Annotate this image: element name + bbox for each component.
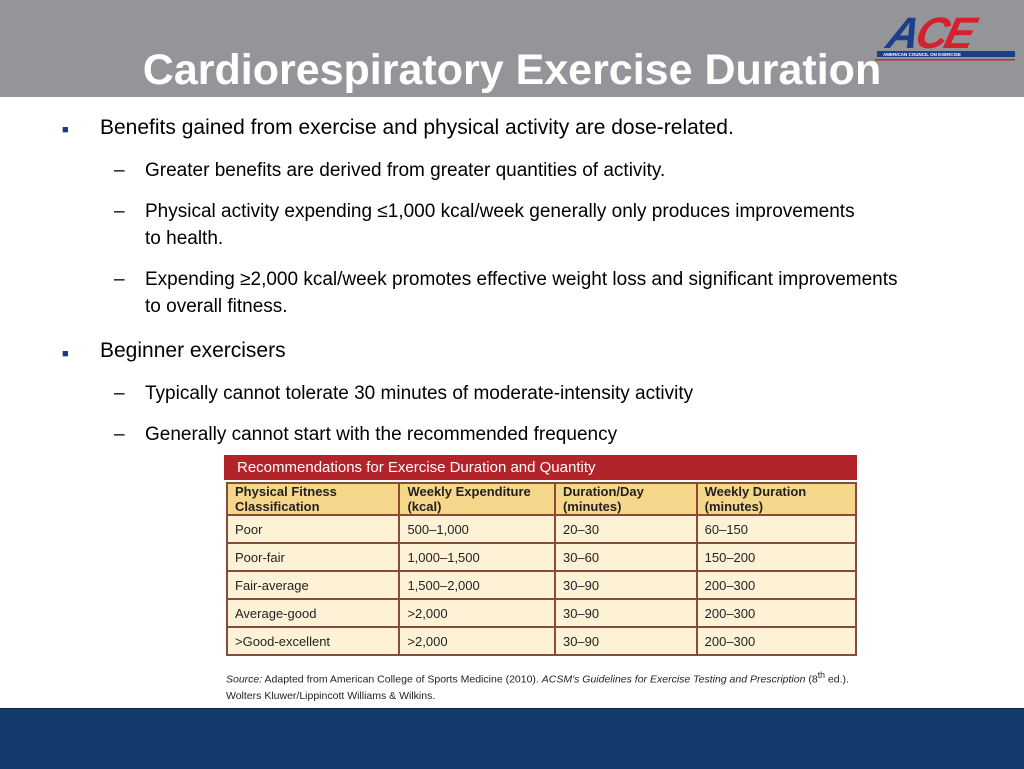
table-row: Poor-fair 1,000–1,500 30–60 150–200 (225, 542, 858, 572)
table-cell: Poor (225, 514, 401, 544)
table-cell: 200–300 (695, 598, 858, 628)
bullet-2-text: Beginner exercisers (100, 339, 286, 362)
bullet-1-sub-3: Expending ≥2,000 kcal/week promotes effe… (145, 269, 898, 317)
table-header-cell: Weekly Duration (minutes) (695, 482, 858, 516)
table-cell: 20–30 (553, 514, 698, 544)
bullet-1-sub-1: Greater benefits are derived from greate… (145, 160, 666, 181)
dash-marker: – (114, 383, 125, 404)
table-cell: >2,000 (398, 626, 556, 656)
table-cell: >Good-excellent (225, 626, 401, 656)
table-cell: Poor-fair (225, 542, 401, 572)
table-cell: 30–90 (553, 598, 698, 628)
bullet-1-text: Benefits gained from exercise and physic… (100, 116, 734, 139)
table-title-text: Recommendations for Exercise Duration an… (237, 459, 596, 476)
table-cell: 200–300 (695, 626, 858, 656)
table-header-cell: Physical Fitness Classification (225, 482, 401, 516)
source-rest: ed.). Wolters Kluwer/Lippincott Williams… (226, 673, 849, 702)
dash-marker: – (114, 269, 125, 290)
table-header-cell: Weekly Expenditure (kcal) (398, 482, 556, 516)
bullet-2-sub-2: Generally cannot start with the recommen… (145, 424, 618, 445)
dash-marker: – (114, 160, 125, 181)
bullet-marker: ■ (62, 124, 69, 136)
table-cell: 30–90 (553, 570, 698, 600)
recommendations-table: Physical Fitness Classification Weekly E… (225, 482, 858, 656)
table-cell: 30–60 (553, 542, 698, 572)
table-title: Recommendations for Exercise Duration an… (224, 455, 857, 480)
table-cell: >2,000 (398, 598, 556, 628)
bullet-2-sub-1: Typically cannot tolerate 30 minutes of … (145, 383, 694, 404)
source-label: Source: (226, 673, 263, 686)
table-cell: 200–300 (695, 570, 858, 600)
table-cell: 60–150 (695, 514, 858, 544)
ace-logo: ACE AMERICAN COUNCIL ON EXERCISE (875, 10, 1015, 61)
table-cell: 500–1,000 (398, 514, 556, 544)
source-book: ACSM's Guidelines for Exercise Testing a… (541, 673, 806, 686)
table-row: >Good-excellent >2,000 30–90 200–300 (225, 626, 858, 656)
table-cell: Average-good (225, 598, 401, 628)
source-edition-sup: th (817, 670, 825, 680)
table-cell: 30–90 (553, 626, 698, 656)
table-header-cell: Duration/Day (minutes) (553, 482, 698, 516)
table-cell: 150–200 (695, 542, 858, 572)
bullet-1-sub-2: Physical activity expending ≤1,000 kcal/… (145, 201, 855, 249)
dash-marker: – (114, 201, 125, 222)
table-header-row: Physical Fitness Classification Weekly E… (225, 482, 858, 516)
slide-footer (0, 708, 1024, 769)
logo-tagline: AMERICAN COUNCIL ON EXERCISE (883, 52, 961, 57)
table-source-note: Source: Adapted from American College of… (226, 667, 856, 704)
logo-text: ACE (881, 10, 982, 58)
slide-header (0, 0, 1024, 97)
bullet-marker: ■ (62, 348, 69, 360)
dash-marker: – (114, 424, 125, 445)
table-row: Poor 500–1,000 20–30 60–150 (225, 514, 858, 544)
table-row: Fair-average 1,500–2,000 30–90 200–300 (225, 570, 858, 600)
table-cell: 1,000–1,500 (398, 542, 556, 572)
source-edition: (8 (808, 673, 818, 686)
table-cell: 1,500–2,000 (398, 570, 556, 600)
table-row: Average-good >2,000 30–90 200–300 (225, 598, 858, 628)
slide-title: Cardiorespiratory Exercise Duration (142, 46, 882, 94)
source-text: Adapted from American College of Sports … (264, 673, 539, 686)
table-cell: Fair-average (225, 570, 401, 600)
